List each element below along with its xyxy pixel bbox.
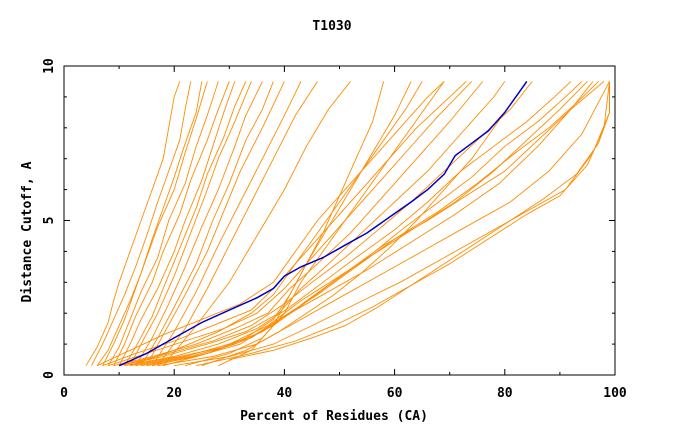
x-tick-label: 0 xyxy=(60,386,68,401)
series-line-8 xyxy=(124,81,247,366)
series-line-5 xyxy=(107,81,219,366)
series-line-31 xyxy=(229,81,610,361)
x-tick-label: 60 xyxy=(387,386,403,401)
series-line-2 xyxy=(91,81,192,366)
series-line-15 xyxy=(162,81,351,366)
series-line-19 xyxy=(113,81,484,367)
series-line-36 xyxy=(218,81,385,367)
x-tick-label: 20 xyxy=(166,386,182,401)
series-line-18 xyxy=(107,81,473,367)
series-line-6 xyxy=(113,81,230,366)
series-line-7 xyxy=(118,81,236,366)
series-line-4 xyxy=(102,81,208,366)
y-tick-label: 10 xyxy=(42,58,57,74)
series-line-13 xyxy=(151,81,302,366)
series-line-33 xyxy=(185,81,445,367)
chart-title: T1030 xyxy=(312,19,351,34)
x-tick-label: 40 xyxy=(277,386,293,401)
series-line-32 xyxy=(201,81,528,367)
y-tick-label: 0 xyxy=(42,371,57,379)
series-line-30 xyxy=(196,81,610,367)
series-line-21 xyxy=(118,81,533,367)
y-axis-label: Distance Cutoff, A xyxy=(20,161,35,302)
series-line-17 xyxy=(102,81,467,367)
series-line-34 xyxy=(129,81,423,367)
y-tick-label: 5 xyxy=(42,217,57,225)
series-line-20 xyxy=(119,81,506,367)
plot-area xyxy=(85,80,610,367)
series-line-14 xyxy=(157,81,318,366)
series-line-22 xyxy=(124,81,572,367)
series-line-26 xyxy=(146,81,599,367)
series-line-10 xyxy=(135,81,263,366)
series-line-12 xyxy=(146,81,285,366)
x-tick-label: 100 xyxy=(603,386,627,401)
x-axis-label: Percent of Residues (CA) xyxy=(240,409,428,424)
series-line-3 xyxy=(96,81,203,366)
highlight-series-line xyxy=(118,80,528,367)
series-line-16 xyxy=(96,81,445,367)
axis-ticks: 0 20 40 60 80 100 0 5 10 xyxy=(42,58,627,401)
series-line-1 xyxy=(85,81,181,366)
x-tick-label: 80 xyxy=(497,386,513,401)
series-line-28 xyxy=(157,81,610,367)
series-line-9 xyxy=(129,81,252,366)
series-line-11 xyxy=(140,81,274,366)
series-line-27 xyxy=(152,81,605,367)
